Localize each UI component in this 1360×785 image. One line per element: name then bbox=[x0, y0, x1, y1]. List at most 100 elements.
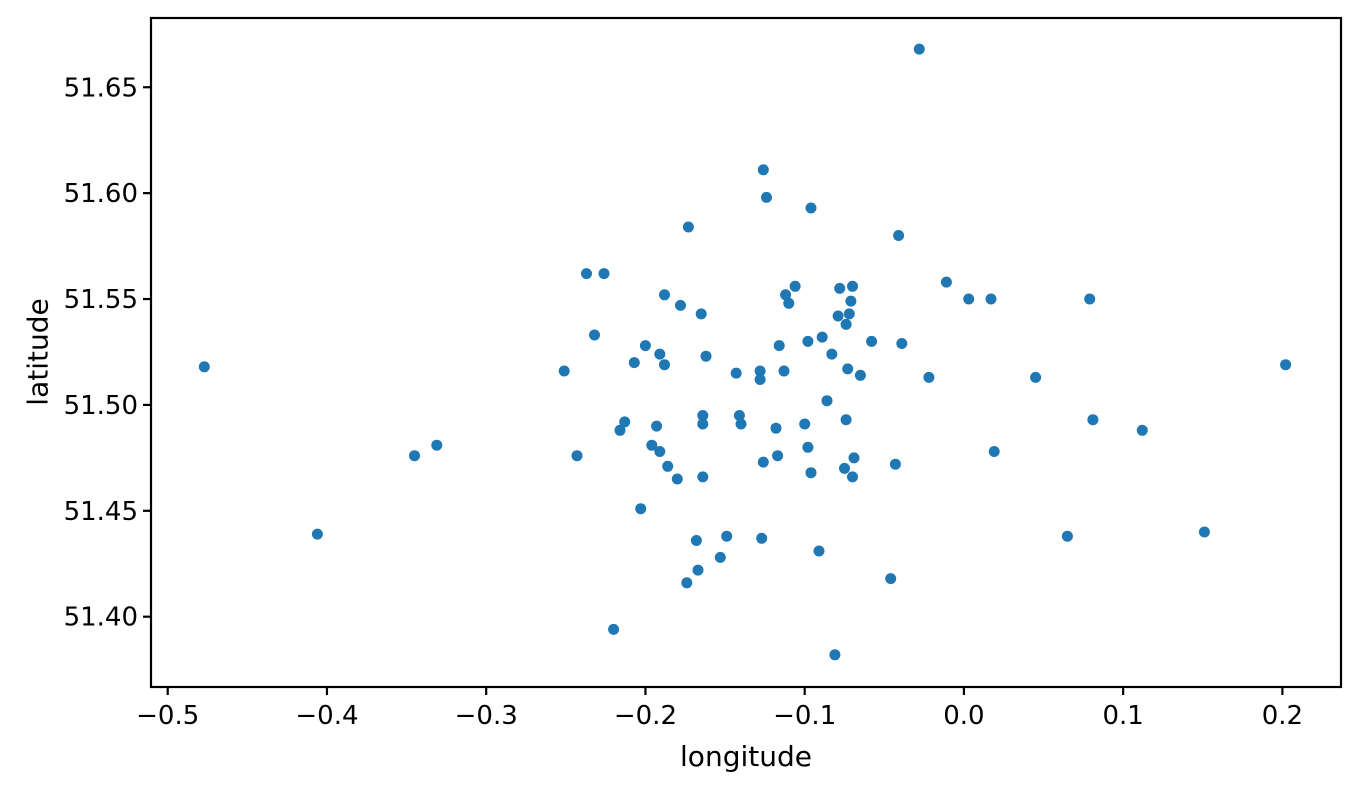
scatter-point bbox=[754, 365, 766, 377]
scatter-point bbox=[635, 503, 647, 515]
scatter-point bbox=[889, 458, 901, 470]
scatter-point bbox=[866, 335, 878, 347]
scatter-point bbox=[780, 289, 792, 301]
scatter-point bbox=[695, 308, 707, 320]
x-tick-label: −0.2 bbox=[614, 701, 677, 731]
x-tick-label: −0.4 bbox=[295, 701, 358, 731]
scatter-point bbox=[1084, 293, 1096, 305]
scatter-point bbox=[1136, 424, 1148, 436]
scatter-point bbox=[840, 414, 852, 426]
scatter-point bbox=[1030, 371, 1042, 383]
scatter-point bbox=[802, 441, 814, 453]
scatter-point bbox=[896, 338, 908, 349]
scatter-point bbox=[659, 359, 670, 371]
scatter-point bbox=[558, 365, 570, 377]
scatter-point bbox=[730, 367, 742, 379]
scatter-point bbox=[761, 191, 772, 203]
x-tick-label: −0.5 bbox=[136, 701, 199, 731]
scatter-point bbox=[659, 289, 670, 301]
scatter-point bbox=[646, 439, 658, 451]
scatter-point bbox=[757, 456, 769, 468]
scatter-point bbox=[829, 649, 841, 661]
scatter-point bbox=[697, 410, 709, 421]
scatter-point bbox=[1280, 359, 1292, 371]
scatter-point bbox=[589, 329, 600, 341]
y-tick-label: 51.40 bbox=[64, 603, 138, 633]
scatter-point bbox=[733, 410, 745, 421]
scatter-point bbox=[847, 471, 858, 483]
scatter-point bbox=[1087, 414, 1099, 426]
x-tick-label: 0.0 bbox=[943, 701, 984, 731]
scatter-point bbox=[842, 363, 854, 375]
y-tick-label: 51.60 bbox=[64, 179, 138, 209]
scatter-point bbox=[198, 361, 210, 373]
scatter-point bbox=[311, 528, 323, 540]
scatter-point bbox=[735, 418, 747, 430]
scatter-point bbox=[770, 422, 782, 434]
x-tick-label: 0.2 bbox=[1262, 701, 1303, 731]
scatter-point bbox=[671, 473, 683, 485]
scatter-point bbox=[821, 395, 833, 407]
scatter-point bbox=[757, 164, 769, 176]
scatter-point bbox=[714, 551, 726, 563]
y-tick-label: 51.45 bbox=[64, 497, 138, 527]
scatter-point bbox=[697, 471, 709, 483]
scatter-point bbox=[654, 348, 666, 360]
scatter-point bbox=[923, 371, 935, 383]
scatter-point bbox=[1198, 526, 1210, 538]
y-tick-label: 51.65 bbox=[64, 73, 138, 103]
scatter-point bbox=[845, 295, 857, 307]
scatter-point bbox=[608, 623, 620, 635]
scatter-point bbox=[848, 452, 860, 464]
plot-box-spines bbox=[149, 16, 1343, 689]
scatter-point bbox=[700, 350, 712, 362]
scatter-point bbox=[598, 268, 610, 280]
scatter-point bbox=[913, 43, 925, 55]
y-axis-label: latitude bbox=[21, 298, 55, 406]
scatter-point bbox=[619, 416, 631, 428]
y-tick-label: 51.55 bbox=[64, 285, 138, 315]
scatter-point bbox=[614, 424, 626, 436]
scatter-point bbox=[692, 564, 704, 576]
scatter-point bbox=[651, 420, 663, 432]
scatter-point bbox=[799, 418, 811, 430]
scatter-point bbox=[628, 357, 640, 369]
scatter-point bbox=[834, 282, 846, 294]
scatter-point bbox=[985, 293, 997, 305]
x-tick-label: 0.1 bbox=[1102, 701, 1143, 731]
scatter-point bbox=[772, 450, 784, 462]
scatter-point bbox=[826, 348, 838, 360]
x-tick-label: −0.1 bbox=[773, 701, 836, 731]
scatter-point bbox=[893, 230, 905, 241]
scatter-point bbox=[839, 462, 850, 474]
scatter-point bbox=[681, 577, 693, 589]
scatter-point bbox=[885, 573, 897, 585]
scatter-point bbox=[639, 340, 651, 352]
x-tick-label: −0.3 bbox=[455, 701, 518, 731]
scatter-point bbox=[988, 446, 1000, 457]
scatter-point bbox=[571, 450, 583, 462]
scatter-point bbox=[840, 318, 852, 330]
scatter-point bbox=[697, 418, 709, 430]
scatter-point bbox=[773, 340, 785, 352]
scatter-point bbox=[783, 297, 795, 309]
scatter-point bbox=[940, 276, 952, 288]
scatter-point bbox=[754, 374, 766, 385]
scatter-point bbox=[675, 299, 686, 311]
scatter-point bbox=[581, 268, 592, 280]
scatter-point bbox=[789, 280, 801, 292]
scatter-point bbox=[813, 545, 825, 557]
scatter-point bbox=[756, 532, 768, 544]
scatter-point bbox=[963, 293, 975, 305]
scatter-point bbox=[847, 280, 858, 292]
scatter-point bbox=[805, 202, 817, 214]
scatter-point bbox=[654, 446, 666, 457]
scatter-point bbox=[805, 467, 817, 479]
y-tick-label: 51.50 bbox=[64, 391, 138, 421]
scatter-point bbox=[431, 439, 443, 451]
x-axis-label: longitude bbox=[680, 740, 812, 773]
scatter-point bbox=[682, 221, 694, 233]
scatter-point bbox=[802, 335, 814, 347]
scatter-point bbox=[721, 530, 733, 542]
